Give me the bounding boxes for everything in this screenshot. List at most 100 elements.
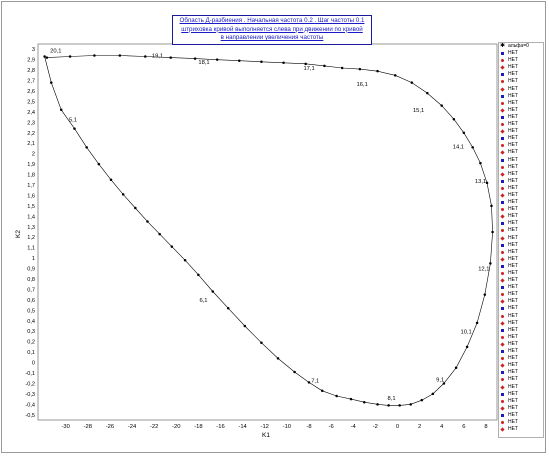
x-tick-label: -10	[283, 424, 291, 430]
data-point	[376, 69, 379, 73]
legend-entry: НЕТ	[499, 57, 543, 64]
axes	[37, 43, 498, 421]
data-point	[358, 67, 362, 71]
legend-marker-icon	[501, 328, 504, 332]
legend-label: НЕТ	[508, 64, 518, 71]
data-point	[409, 403, 412, 406]
legend: ✱ альфа=0 НЕТ НЕТ НЕТ НЕТ НЕТ НЕТ НЕТ НЕТ НЕТ НЕТ НЕ…	[498, 42, 544, 438]
x-tick-label: -16	[216, 424, 224, 430]
legend-entry: НЕТ	[499, 171, 543, 178]
data-point	[282, 61, 285, 65]
legend-entry: НЕТ	[499, 369, 543, 376]
legend-marker-icon	[501, 229, 504, 233]
data-point	[304, 62, 307, 66]
legend-entry: НЕТ	[499, 398, 543, 405]
data-point	[363, 400, 366, 404]
legend-entry: НЕТ	[499, 192, 543, 199]
legend-entry: НЕТ	[499, 362, 543, 369]
legend-entry: НЕТ	[499, 199, 543, 206]
y-tick-labels: -0,5 -0,4 -0,3 -0,2 -0,1 0 0,1 0,2 0,3 0,4 0,5 0,6 0…	[25, 47, 35, 419]
legend-entry: НЕТ	[499, 220, 543, 227]
y-tick-label: 0,4	[27, 319, 35, 325]
legend-entry: НЕТ	[499, 142, 543, 149]
x-tick-label: -24	[128, 424, 137, 430]
y-tick-label: 1	[32, 256, 35, 262]
data-point	[169, 56, 172, 59]
legend-entry: НЕТ	[499, 164, 543, 171]
data-point	[146, 220, 149, 223]
legend-entry: НЕТ	[499, 249, 543, 256]
legend-label: НЕТ	[508, 227, 518, 234]
data-point	[440, 104, 443, 107]
data-point	[462, 131, 466, 135]
legend-label: НЕТ	[508, 411, 518, 418]
data-point	[59, 108, 63, 112]
legend-marker-icon	[501, 115, 504, 119]
title-line-1: Область Д-разбиения . Начальная частота …	[179, 17, 365, 24]
y-tick-label: 1,2	[27, 235, 35, 241]
legend-entry: НЕТ	[499, 348, 543, 355]
y-tick-label: 1,5	[27, 204, 35, 210]
x-tick-label: -26	[106, 424, 114, 430]
x-tick-label: -8	[306, 424, 311, 430]
legend-marker-icon	[501, 179, 504, 183]
series-alpha-0	[43, 54, 494, 407]
data-point	[197, 273, 200, 277]
annotation-label: 19,1	[152, 54, 163, 60]
legend-marker-icon	[501, 80, 504, 84]
legend-marker-icon	[501, 73, 504, 77]
y-tick-label: 2,7	[27, 79, 35, 85]
y-tick-label: 2	[32, 152, 35, 158]
y-tick-label: 0,9	[27, 267, 35, 273]
y-tick-label: 2,2	[27, 131, 35, 137]
data-point	[465, 345, 469, 349]
series-line	[44, 55, 493, 406]
legend-marker-icon	[501, 392, 504, 396]
annotation-label: 20,1	[50, 48, 61, 54]
legend-label: НЕТ	[508, 85, 518, 92]
data-point	[43, 55, 46, 58]
legend-marker-icon	[501, 293, 504, 297]
legend-marker-icon	[501, 413, 504, 417]
legend-entry: НЕТ	[499, 149, 543, 156]
x-tick-label: -28	[84, 424, 92, 430]
legend-marker-icon	[500, 299, 505, 304]
y-tick-label: 0,8	[27, 277, 35, 283]
x-tick-label: 2	[418, 424, 421, 430]
legend-label: НЕТ	[508, 234, 518, 241]
x-tick-label: 6	[462, 424, 465, 430]
legend-label: НЕТ	[508, 262, 518, 269]
x-tick-label: -22	[150, 424, 158, 430]
legend-label: НЕТ	[508, 106, 518, 113]
data-point	[121, 193, 125, 196]
data-point	[483, 293, 487, 296]
data-point	[260, 60, 263, 64]
legend-entry: НЕТ	[499, 185, 543, 192]
y-tick-label: 0,6	[27, 298, 35, 304]
legend-label: НЕТ	[508, 326, 518, 333]
data-point	[398, 404, 401, 407]
legend-label: НЕТ	[508, 319, 518, 326]
annotation-label: 5,1	[69, 117, 77, 123]
legend-label: НЕТ	[508, 142, 518, 149]
legend-marker-icon	[501, 286, 504, 290]
title-line-2: штриховка кривой выполняется слева при д…	[181, 25, 363, 33]
data-point	[454, 366, 458, 370]
data-point	[320, 389, 324, 393]
data-point	[211, 290, 215, 293]
legend-label: НЕТ	[508, 284, 518, 291]
data-point	[442, 382, 446, 385]
legend-label: НЕТ	[508, 277, 518, 284]
y-tick-label: -0,5	[25, 413, 35, 419]
legend-label: НЕТ	[508, 404, 518, 411]
data-point	[293, 370, 296, 374]
legend-marker-icon	[501, 201, 504, 205]
x-tick-label: -14	[238, 424, 247, 430]
title-line-3: в направлении увеличения частоты	[220, 34, 324, 42]
legend-entry: НЕТ	[499, 157, 543, 164]
legend-label: НЕТ	[508, 199, 518, 206]
data-point	[144, 55, 147, 58]
legend-entry: НЕТ	[499, 334, 543, 341]
legend-label: НЕТ	[508, 78, 518, 85]
